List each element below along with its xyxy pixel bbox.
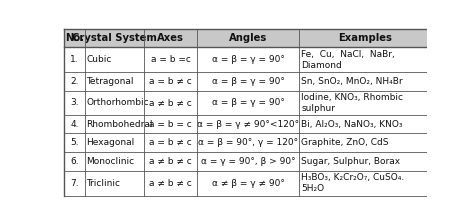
Bar (64, 152, 431, 170)
Text: α = γ = 90°, β > 90°: α = γ = 90°, β > 90° (201, 157, 296, 166)
Text: Angles: Angles (229, 33, 267, 43)
Text: 6.: 6. (70, 157, 79, 166)
Text: Monoclinic: Monoclinic (87, 157, 135, 166)
Text: H₃BO₃, K₂Cr₂O₇, CuSO₄.
5H₂O: H₃BO₃, K₂Cr₂O₇, CuSO₄. 5H₂O (301, 173, 404, 193)
Text: α = β = 90°, γ = 120°: α = β = 90°, γ = 120° (198, 138, 299, 147)
Text: Triclinic: Triclinic (87, 178, 120, 188)
Text: Cubic: Cubic (87, 55, 112, 64)
Text: α = β = γ = 90°: α = β = γ = 90° (212, 55, 285, 64)
Text: Sugar, Sulphur, Borax: Sugar, Sulphur, Borax (301, 157, 401, 166)
Text: a ≠ b ≠ c: a ≠ b ≠ c (149, 157, 192, 166)
Text: a = b = c: a = b = c (149, 120, 192, 129)
Text: α = β = γ = 90°: α = β = γ = 90° (212, 77, 285, 86)
Text: Sn, SnO₂, MnO₂, NH₄Br: Sn, SnO₂, MnO₂, NH₄Br (301, 77, 403, 86)
Text: α = β = γ = 90°: α = β = γ = 90° (212, 98, 285, 107)
Text: Crystal System: Crystal System (72, 33, 157, 43)
Text: Orthorhombic: Orthorhombic (87, 98, 149, 107)
Text: a = b =c: a = b =c (151, 55, 191, 64)
Bar (64, 115, 431, 133)
Text: Iodine, KNO₃, Rhombic
sulphur: Iodine, KNO₃, Rhombic sulphur (301, 93, 403, 113)
Text: 4.: 4. (70, 120, 79, 129)
Text: 7.: 7. (70, 178, 79, 188)
Text: Axes: Axes (157, 33, 184, 43)
Bar (64, 91, 431, 115)
Text: Tetragonal: Tetragonal (87, 77, 134, 86)
Text: a = b ≠ c: a = b ≠ c (149, 138, 192, 147)
Text: a ≠ b ≠ c: a ≠ b ≠ c (149, 178, 192, 188)
Text: Graphite, ZnO, CdS: Graphite, ZnO, CdS (301, 138, 389, 147)
Text: 5.: 5. (70, 138, 79, 147)
Text: 2.: 2. (70, 77, 79, 86)
Bar (64, 47, 431, 72)
Bar (64, 133, 431, 152)
Text: No.: No. (65, 33, 84, 43)
Text: α ≠ β = γ ≠ 90°: α ≠ β = γ ≠ 90° (212, 178, 285, 188)
Text: Fe,  Cu,  NaCl,  NaBr,
Diamond: Fe, Cu, NaCl, NaBr, Diamond (301, 50, 395, 70)
Bar (64, 29, 431, 47)
Bar (64, 72, 431, 91)
Text: a ≠ b ≠ c: a ≠ b ≠ c (149, 98, 192, 107)
Text: 1.: 1. (70, 55, 79, 64)
Text: Hexagonal: Hexagonal (87, 138, 135, 147)
Text: Examples: Examples (338, 33, 392, 43)
Text: α = β = γ ≠ 90°<120°: α = β = γ ≠ 90°<120° (197, 120, 300, 129)
Text: Bi, Al₂O₃, NaNO₃, KNO₃: Bi, Al₂O₃, NaNO₃, KNO₃ (301, 120, 403, 129)
Text: 3.: 3. (70, 98, 79, 107)
Text: Rhombohedral: Rhombohedral (87, 120, 153, 129)
Bar (64, 170, 431, 196)
Text: a = b ≠ c: a = b ≠ c (149, 77, 192, 86)
